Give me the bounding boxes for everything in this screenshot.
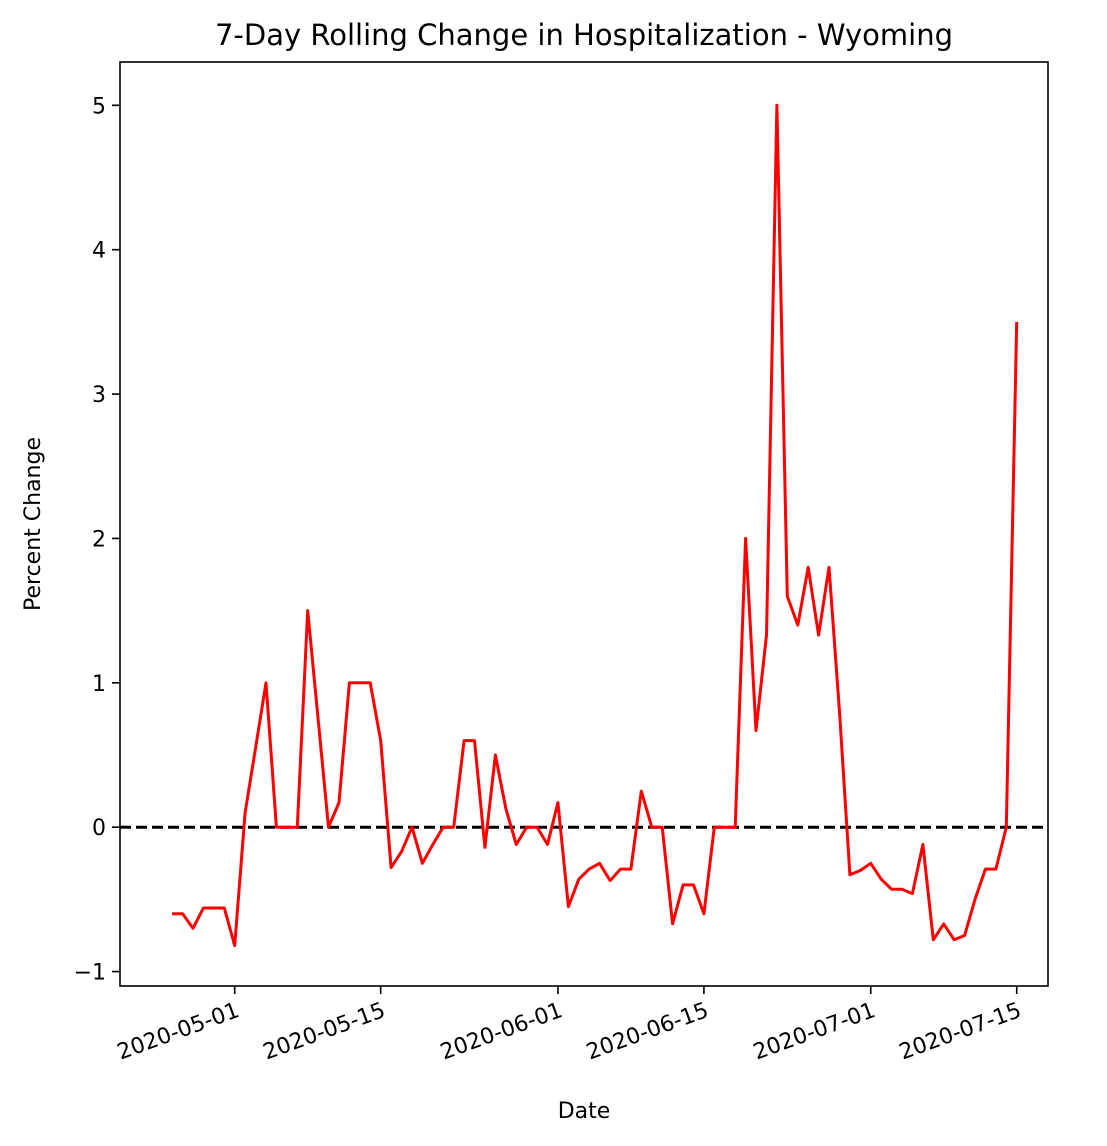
x-tick-label: 2020-07-01 xyxy=(750,998,879,1065)
series-line-1 xyxy=(172,103,1019,948)
y-tick-label: 3 xyxy=(92,383,106,408)
x-axis: 2020-05-01 2020-05-15 2020-06-01 2020-06-15… xyxy=(114,986,1025,1065)
y-tick-label: 2 xyxy=(92,527,106,552)
y-tick-label: 5 xyxy=(92,94,106,119)
y-axis: −1 0 1 2 3 4 5 xyxy=(74,94,120,986)
x-axis-label: Date xyxy=(558,1099,611,1124)
chart-title: 7-Day Rolling Change in Hospitalization … xyxy=(215,18,953,52)
x-tick-label: 2020-07-15 xyxy=(896,998,1025,1065)
y-tick-label: 4 xyxy=(92,239,106,264)
x-tick-label: 2020-06-15 xyxy=(583,998,712,1065)
y-axis-label: Percent Change xyxy=(21,437,46,611)
plot-area xyxy=(119,61,1049,987)
y-tick-label: 0 xyxy=(92,816,106,841)
plot-frame xyxy=(119,61,1049,987)
y-tick-label: −1 xyxy=(74,961,106,986)
x-tick-label: 2020-05-01 xyxy=(114,998,243,1065)
x-tick-label: 2020-05-15 xyxy=(260,998,389,1065)
x-tick-label: 2020-06-01 xyxy=(437,998,566,1065)
y-tick-label: 1 xyxy=(92,672,106,697)
